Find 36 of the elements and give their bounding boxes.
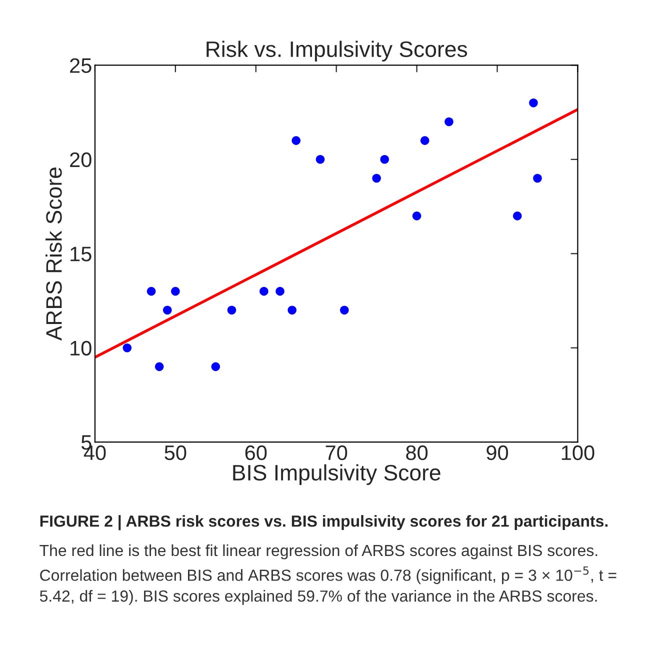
y-tick-label: 20 (70, 152, 92, 168)
x-tick-label: 60 (245, 445, 267, 460)
y-tick-label: 10 (70, 340, 92, 356)
x-tick-label: 100 (562, 445, 594, 460)
point (380, 155, 390, 164)
x-tick-label: 70 (326, 445, 348, 460)
point (162, 306, 172, 315)
point (288, 306, 296, 315)
point (122, 343, 132, 352)
point (529, 98, 538, 108)
point (316, 155, 325, 164)
chart-title: Risk vs. Impulsivity Scores (206, 40, 468, 62)
x-axis-title: BIS Impulsivity Score (233, 464, 440, 485)
point (292, 136, 301, 145)
y-tick-label: 25 (70, 58, 92, 73)
y-axis-title: ARBS Risk Score (46, 168, 62, 341)
point (171, 286, 180, 296)
point (227, 306, 236, 315)
x-tick-label: 90 (486, 445, 508, 460)
x-tick-label: 50 (164, 445, 186, 460)
point (146, 286, 156, 296)
point (412, 212, 422, 220)
x-tick-label: 80 (406, 445, 428, 460)
point (533, 174, 542, 183)
point (340, 306, 349, 315)
point (372, 174, 381, 183)
point (420, 136, 430, 145)
point (211, 362, 220, 372)
point (444, 117, 454, 126)
point (260, 286, 268, 296)
caption: FIGURE 2 | ARBS risk scores vs. BIS impulsivity scores for 21 participants. (40, 515, 608, 530)
y-tick-label: 15 (70, 246, 92, 262)
point (154, 362, 164, 372)
point (276, 286, 284, 296)
point (512, 212, 522, 220)
text: The red line is the best fit linear regression of ARBS scores against BIS scores. Correlation between BIS and ARBS scores was 0.78 (significant, p = 3 × 10$^{−5}$, t = 5.42, df = 19). BIS scores explained 59.7% of the variance in the ARBS scores. (40, 544, 616, 605)
